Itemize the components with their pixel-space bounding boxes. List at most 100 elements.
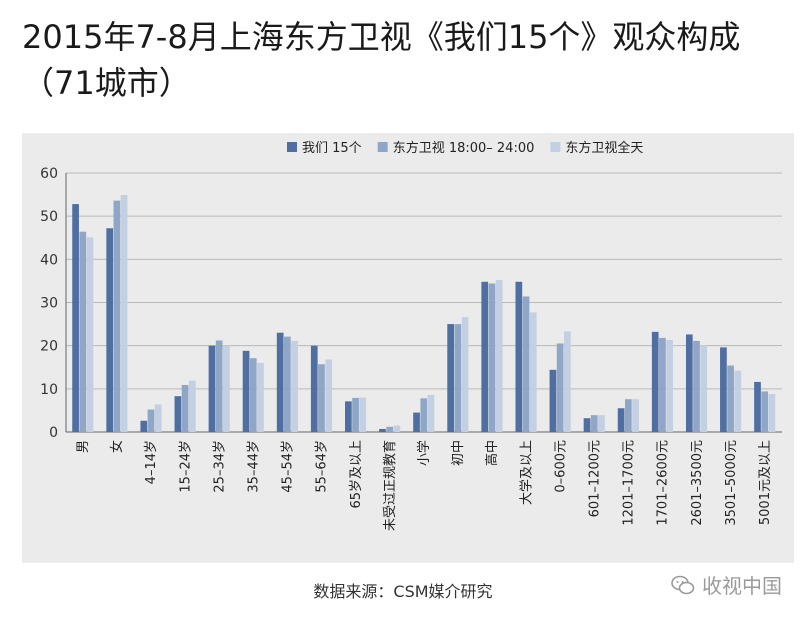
bar <box>310 345 318 432</box>
legend-label: 我们 15个 <box>302 141 362 156</box>
x-tick-label: 大学及以上 <box>518 440 534 505</box>
bar <box>447 324 454 432</box>
legend-label: 东方卫视全天 <box>565 140 643 156</box>
x-tick-label: 25–34岁 <box>212 440 227 493</box>
bar <box>79 231 87 432</box>
watermark-text: 收视中国 <box>702 574 782 598</box>
bar <box>617 408 625 432</box>
x-tick-label: 55–64岁 <box>315 440 330 493</box>
x-tick-label: 1701–2600元 <box>656 440 671 526</box>
x-tick-label: 5001元及以上 <box>758 440 773 525</box>
bar <box>515 281 523 432</box>
legend-swatch <box>377 142 388 152</box>
y-tick-label: 60 <box>40 166 58 182</box>
x-tick-label: 0–600元 <box>553 440 568 493</box>
chart-subtitle: （71城市） <box>22 64 191 102</box>
bar <box>113 200 121 432</box>
data-source: 数据来源：CSM媒介研究 <box>313 582 493 601</box>
bar <box>208 345 216 432</box>
legend-swatch <box>287 142 297 152</box>
bar <box>291 340 298 432</box>
bar <box>154 404 162 432</box>
x-tick-label: 35–44岁 <box>247 440 262 493</box>
x-tick-label: 65岁及以上 <box>349 440 364 509</box>
bar <box>284 336 291 432</box>
bar <box>461 317 469 432</box>
bar <box>393 425 401 432</box>
bar <box>583 418 591 432</box>
bar <box>454 324 462 432</box>
y-tick-label: 50 <box>40 209 58 225</box>
x-tick-label: 男 <box>76 440 91 453</box>
x-tick-label: 高中 <box>484 440 500 466</box>
bar <box>318 364 325 432</box>
bar <box>624 399 632 432</box>
bar <box>761 391 769 432</box>
chart-panel: 0 10 20 30 40 50 60 男 女 4–14岁 15–24岁 25–34岁 35–44岁 45… <box>22 133 794 563</box>
bar <box>666 340 673 432</box>
bar <box>720 347 727 432</box>
bar <box>659 337 666 432</box>
bar <box>590 415 598 432</box>
bar <box>276 332 284 432</box>
x-tick-label: 45–54岁 <box>281 440 296 493</box>
bar <box>693 340 700 432</box>
chart-title: 2015年7-8月上海东方卫视《我们15个》观众构成 <box>22 18 741 56</box>
bar <box>72 204 79 432</box>
bar <box>727 365 734 432</box>
bar <box>427 394 435 432</box>
legend-swatch <box>550 142 561 152</box>
x-tick-label: 601–1200元 <box>587 440 602 517</box>
bar <box>325 359 333 432</box>
bar <box>768 394 776 432</box>
x-tick-label: 1201–1700元 <box>622 440 637 526</box>
y-tick-label: 40 <box>40 252 58 268</box>
y-tick-label: 30 <box>40 296 58 312</box>
bar <box>685 334 693 432</box>
y-tick-label: 0 <box>49 425 58 441</box>
x-tick-label: 初中 <box>451 440 466 466</box>
bar <box>242 350 250 432</box>
bar <box>86 237 94 432</box>
bar <box>598 415 605 432</box>
bar <box>632 399 639 432</box>
bar <box>734 370 742 432</box>
wechat-icon <box>671 575 695 594</box>
bar <box>249 358 257 432</box>
bar <box>345 401 352 432</box>
bar <box>556 343 564 432</box>
bar <box>386 426 394 432</box>
watermark: 收视中国 <box>670 570 782 599</box>
x-tick-label: 女 <box>109 440 125 453</box>
bar <box>529 312 537 432</box>
bar <box>488 283 496 432</box>
x-tick-label: 4–14岁 <box>144 440 159 484</box>
bar <box>120 195 128 432</box>
y-tick-label: 20 <box>40 339 58 355</box>
bar <box>147 409 155 432</box>
bar <box>188 380 196 432</box>
bar <box>700 345 708 432</box>
bar <box>106 228 114 432</box>
bar <box>481 281 489 432</box>
bar <box>651 331 659 432</box>
bar <box>359 397 367 432</box>
bar <box>563 331 571 432</box>
x-tick-label: 15–24岁 <box>178 440 193 493</box>
bar <box>215 340 223 432</box>
bar <box>174 396 182 432</box>
bar <box>223 345 230 432</box>
x-tick-label: 未受过正规教育 <box>382 440 398 531</box>
x-tick-label: 2601–3500元 <box>690 440 705 526</box>
legend-label: 东方卫视 18:00– 24:00 <box>393 140 535 156</box>
x-tick-label: 小学 <box>416 440 432 466</box>
bar <box>352 397 359 432</box>
bar <box>495 280 503 432</box>
bar <box>549 369 557 432</box>
bar-chart: 0 10 20 30 40 50 60 男 女 4–14岁 15–24岁 25–34岁 35–44岁 45… <box>40 140 782 531</box>
y-tick-label: 10 <box>40 382 58 398</box>
x-tick-label: 3501–5000元 <box>724 440 739 526</box>
bar <box>379 428 386 432</box>
bar <box>181 384 189 432</box>
bar <box>522 296 530 432</box>
